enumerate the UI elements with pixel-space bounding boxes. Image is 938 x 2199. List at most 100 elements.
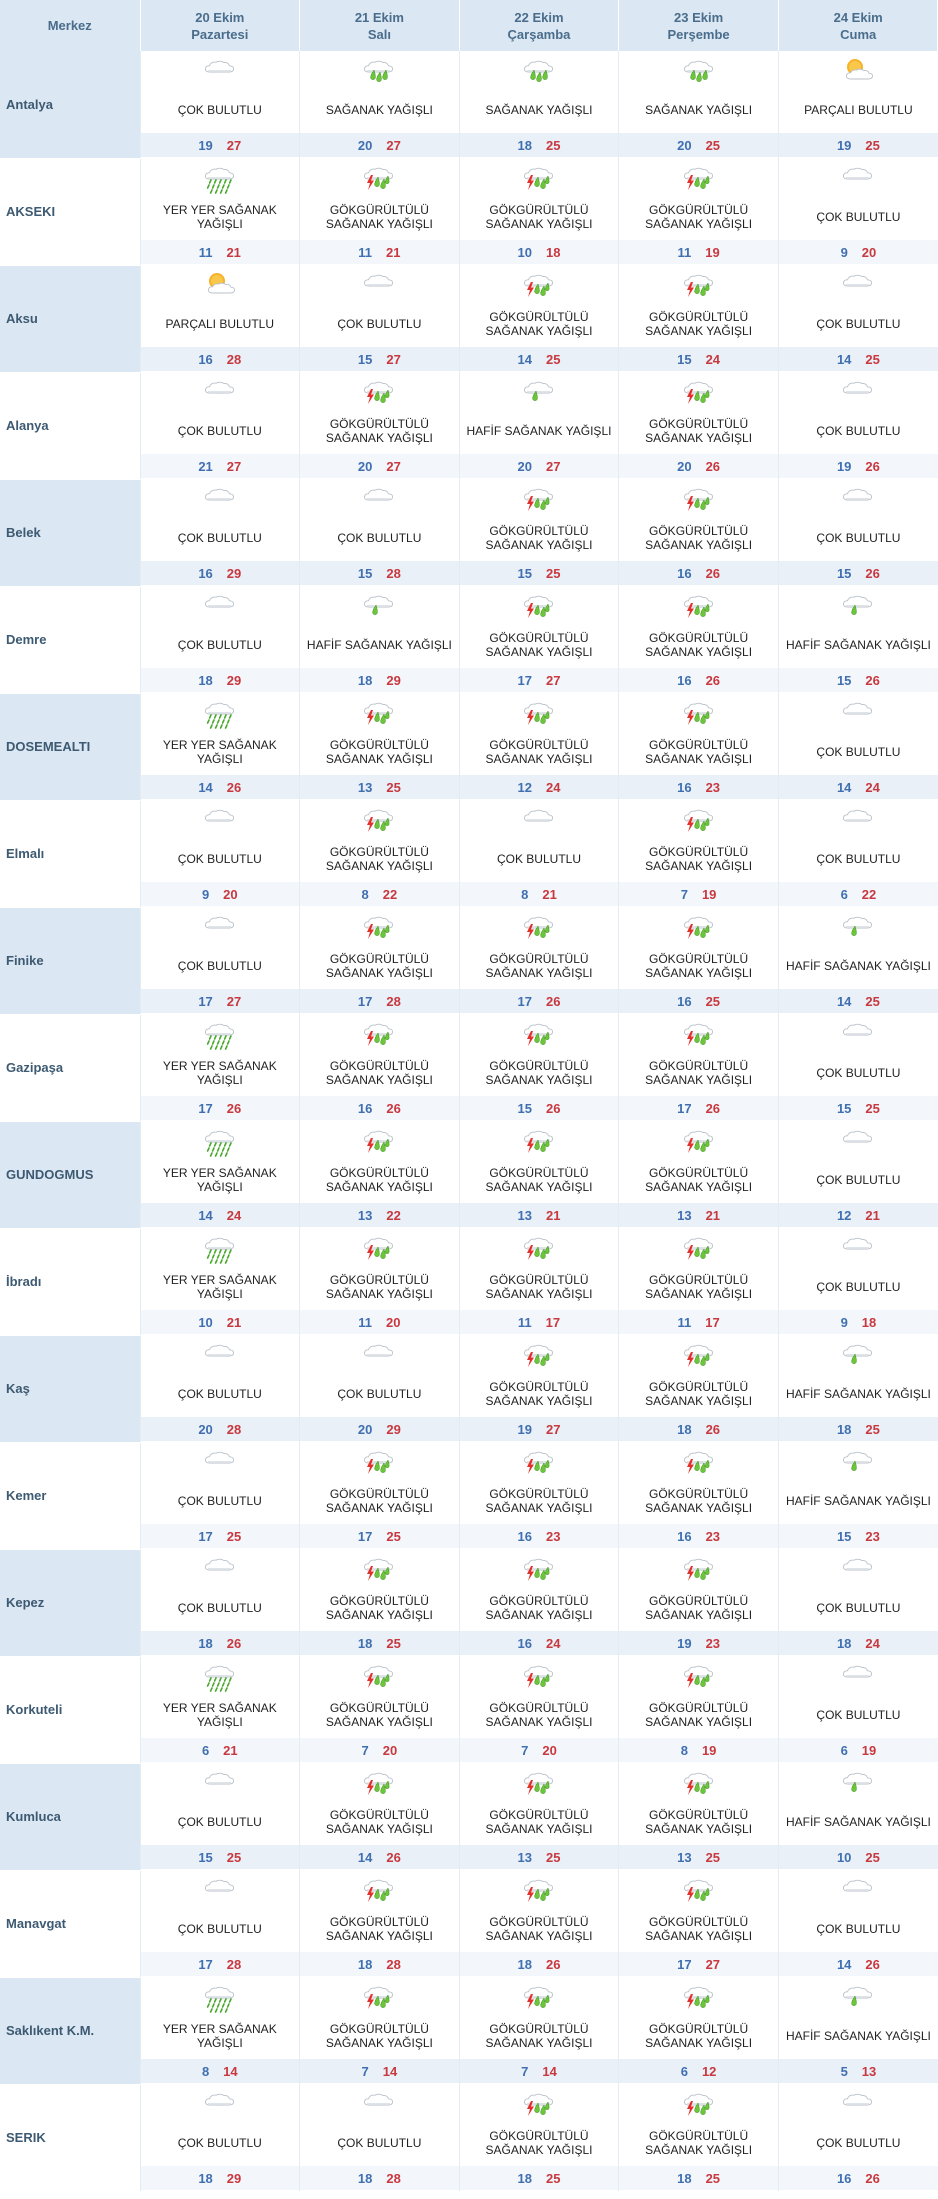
- day-header: 23 Ekim Perşembe: [618, 0, 779, 51]
- min-temp: 16: [677, 779, 692, 795]
- condition-text: GÖKGÜRÜLTÜLÜ SAĞANAK YAĞIŞLI: [645, 2022, 753, 2050]
- thunderstorm-icon: [620, 1763, 778, 1799]
- min-temp: 14: [198, 1207, 213, 1223]
- day-cell: GÖKGÜRÜLTÜLÜ SAĞANAK YAĞIŞLI 11 20: [299, 1228, 460, 1335]
- city-row: Finike ÇOK BULUTLU 17 27 GÖKGÜRÜLTÜLÜ SAĞANA…: [0, 907, 938, 1015]
- day-cell: GÖKGÜRÜLTÜLÜ SAĞANAK YAĞIŞLI 8 22: [299, 800, 460, 907]
- day-cell: ÇOK BULUTLU 18 29: [139, 586, 300, 693]
- temperatures: 17 26: [140, 1096, 300, 1120]
- thunderstorm-icon: [301, 1870, 459, 1906]
- condition-text: GÖKGÜRÜLTÜLÜ SAĞANAK YAĞIŞLI: [485, 631, 593, 659]
- thunderstorm-icon: [620, 1656, 778, 1692]
- thunderstorm-icon: [620, 800, 778, 836]
- max-temp: 26: [545, 1100, 561, 1116]
- condition-text: ÇOK BULUTLU: [816, 1922, 901, 1936]
- thunderstorm-icon: [460, 1977, 618, 2013]
- day-cell: GÖKGÜRÜLTÜLÜ SAĞANAK YAĞIŞLI 16 23: [458, 1442, 619, 1549]
- condition-text: GÖKGÜRÜLTÜLÜ SAĞANAK YAĞIŞLI: [645, 845, 753, 873]
- light-shower-icon: [779, 586, 938, 622]
- condition-text: GÖKGÜRÜLTÜLÜ SAĞANAK YAĞIŞLI: [485, 524, 593, 552]
- temperatures: 11 17: [619, 1310, 778, 1334]
- condition-text: GÖKGÜRÜLTÜLÜ SAĞANAK YAĞIŞLI: [645, 1273, 753, 1301]
- max-temp: 23: [705, 779, 721, 795]
- condition-text: ÇOK BULUTLU: [177, 1815, 262, 1829]
- temperatures: 16 26: [300, 1096, 459, 1120]
- thunderstorm-icon: [301, 372, 459, 408]
- condition-text: GÖKGÜRÜLTÜLÜ SAĞANAK YAĞIŞLI: [645, 1915, 753, 1943]
- max-temp: 27: [705, 1956, 721, 1972]
- min-temp: 16: [517, 1635, 532, 1651]
- min-temp: 15: [836, 1528, 852, 1544]
- thunderstorm-icon: [460, 907, 618, 943]
- cloud-icon: [779, 1870, 938, 1906]
- min-temp: 15: [357, 565, 373, 581]
- day-cell: ÇOK BULUTLU 15 26: [777, 479, 938, 586]
- max-temp: 26: [865, 458, 880, 474]
- min-temp: 11: [517, 1314, 532, 1330]
- temperatures: 6 19: [779, 1738, 938, 1762]
- thunderstorm-icon: [460, 1549, 618, 1585]
- city-name: AKSEKI: [0, 158, 140, 266]
- day-cell: GÖKGÜRÜLTÜLÜ SAĞANAK YAĞIŞLI 16 26: [299, 1014, 460, 1121]
- min-temp: 8: [521, 886, 529, 902]
- max-temp: 24: [705, 351, 721, 367]
- temperatures: 20 25: [619, 133, 778, 157]
- day-cell: ÇOK BULUTLU 9 20: [777, 158, 938, 265]
- max-temp: 28: [386, 2170, 401, 2186]
- min-temp: 18: [836, 1421, 852, 1437]
- max-temp: 27: [226, 458, 242, 474]
- condition-text: GÖKGÜRÜLTÜLÜ SAĞANAK YAĞIŞLI: [485, 1273, 593, 1301]
- city-row: Aksu PARÇALI BULUTLU 16 28 ÇOK BULUTLU 15 27 GÖ…: [0, 265, 938, 373]
- rain-icon: [141, 158, 299, 194]
- thunderstorm-icon: [301, 158, 459, 194]
- max-temp: 26: [865, 672, 880, 688]
- temperatures: 7 20: [460, 1738, 619, 1762]
- day-cell: GÖKGÜRÜLTÜLÜ SAĞANAK YAĞIŞLI 8 19: [618, 1656, 779, 1763]
- temperatures: 19 25: [779, 133, 938, 157]
- forecast-rows: Antalya ÇOK BULUTLU 19 27 SAĞANAK YAĞIŞLI 20 2…: [0, 51, 938, 2192]
- light-shower-icon: [301, 586, 459, 622]
- temperatures: 16 26: [779, 2166, 938, 2190]
- max-temp: 23: [705, 1635, 721, 1651]
- condition-text: ÇOK BULUTLU: [816, 210, 901, 224]
- condition-text: ÇOK BULUTLU: [177, 103, 262, 117]
- max-temp: 23: [545, 1528, 561, 1544]
- cloud-icon: [460, 800, 618, 836]
- min-temp: 15: [517, 1100, 532, 1116]
- day-cell: GÖKGÜRÜLTÜLÜ SAĞANAK YAĞIŞLI 18 25: [618, 2084, 779, 2191]
- max-temp: 28: [386, 565, 401, 581]
- condition-text: HAFİF SAĞANAK YAĞIŞLI: [785, 638, 931, 652]
- thunderstorm-icon: [620, 907, 778, 943]
- temperatures: 15 25: [140, 1845, 300, 1869]
- min-temp: 6: [840, 886, 848, 902]
- condition-text: GÖKGÜRÜLTÜLÜ SAĞANAK YAĞIŞLI: [485, 2022, 593, 2050]
- condition-text: GÖKGÜRÜLTÜLÜ SAĞANAK YAĞIŞLI: [485, 952, 593, 980]
- day-cell: HAFİF SAĞANAK YAĞIŞLI 14 25: [777, 907, 938, 1014]
- condition-text: SAĞANAK YAĞIŞLI: [485, 103, 593, 117]
- condition-text: HAFİF SAĞANAK YAĞIŞLI: [785, 2029, 931, 2043]
- condition-text: GÖKGÜRÜLTÜLÜ SAĞANAK YAĞIŞLI: [645, 1166, 753, 1194]
- min-temp: 15: [198, 1849, 213, 1865]
- day-weekday: Pazartesi: [191, 26, 249, 42]
- max-temp: 21: [226, 244, 241, 260]
- condition-text: GÖKGÜRÜLTÜLÜ SAĞANAK YAĞIŞLI: [645, 952, 753, 980]
- thunderstorm-icon: [301, 907, 459, 943]
- max-temp: 23: [865, 1528, 880, 1544]
- max-temp: 13: [861, 2063, 877, 2079]
- min-temp: 10: [836, 1849, 852, 1865]
- max-temp: 14: [382, 2063, 398, 2079]
- cloud-icon: [779, 1656, 938, 1692]
- temperatures: 17 27: [140, 989, 300, 1013]
- min-temp: 6: [840, 1742, 848, 1758]
- day-cell: GÖKGÜRÜLTÜLÜ SAĞANAK YAĞIŞLI 11 19: [618, 158, 779, 265]
- temperatures: 16 23: [460, 1524, 619, 1548]
- max-temp: 28: [386, 993, 401, 1009]
- max-temp: 26: [226, 779, 242, 795]
- temperatures: 16 23: [619, 775, 778, 799]
- temperatures: 11 21: [300, 240, 459, 264]
- condition-text: GÖKGÜRÜLTÜLÜ SAĞANAK YAĞIŞLI: [485, 738, 593, 766]
- temperatures: 19 27: [460, 1417, 619, 1441]
- condition-text: YER YER SAĞANAK YAĞIŞLI: [162, 1273, 277, 1301]
- temperatures: 16 29: [140, 561, 300, 585]
- temperatures: 10 18: [460, 240, 619, 264]
